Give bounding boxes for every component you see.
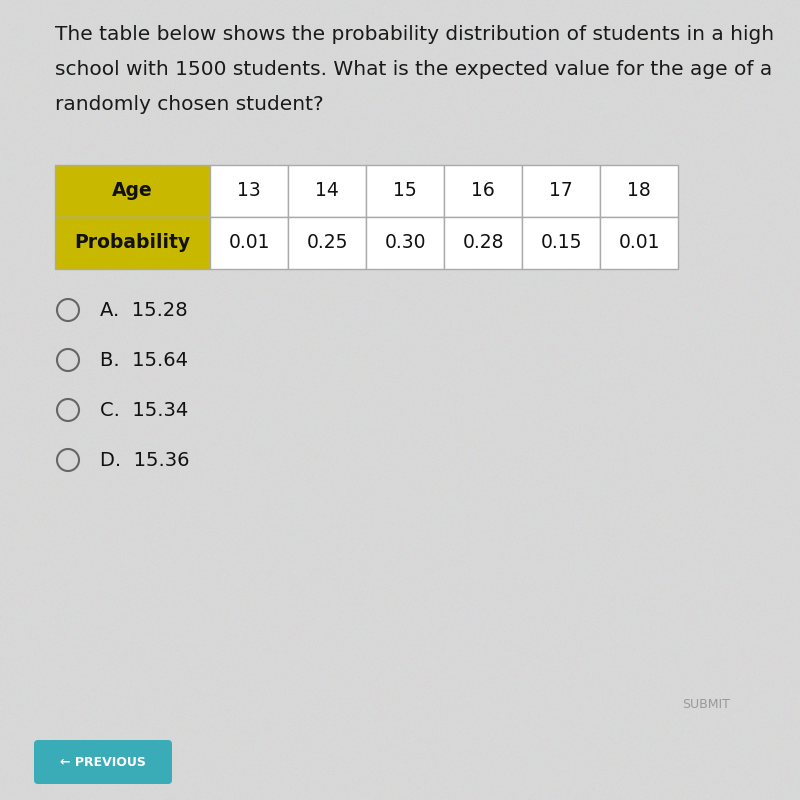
Bar	[288, 217, 366, 269]
Text: B.  15.64: B. 15.64	[100, 350, 188, 370]
Bar	[366, 165, 444, 217]
Text: 14: 14	[315, 182, 339, 201]
Text: 0.28: 0.28	[462, 234, 504, 253]
Text: 18: 18	[627, 182, 651, 201]
Text: school with 1500 students. What is the expected value for the age of a: school with 1500 students. What is the e…	[55, 60, 772, 79]
Bar	[444, 165, 522, 217]
Bar	[600, 165, 678, 217]
Text: 16: 16	[471, 182, 495, 201]
Text: 17: 17	[549, 182, 573, 201]
Bar	[288, 165, 366, 217]
Text: A.  15.28: A. 15.28	[100, 301, 188, 319]
Text: Probability: Probability	[74, 234, 190, 253]
Text: Age: Age	[112, 182, 153, 201]
Text: 0.25: 0.25	[306, 234, 348, 253]
Bar	[522, 217, 600, 269]
Text: SUBMIT: SUBMIT	[682, 698, 730, 711]
Text: 13: 13	[237, 182, 261, 201]
Text: 0.15: 0.15	[540, 234, 582, 253]
Text: C.  15.34: C. 15.34	[100, 401, 188, 419]
Text: D.  15.36: D. 15.36	[100, 450, 190, 470]
Bar	[210, 217, 288, 269]
Text: 15: 15	[393, 182, 417, 201]
Text: 0.01: 0.01	[228, 234, 270, 253]
Bar	[55, 165, 210, 217]
FancyBboxPatch shape	[34, 740, 172, 784]
Text: 0.01: 0.01	[618, 234, 660, 253]
Bar	[210, 165, 288, 217]
Bar	[444, 217, 522, 269]
Text: 0.30: 0.30	[384, 234, 426, 253]
Text: randomly chosen student?: randomly chosen student?	[55, 95, 324, 114]
Bar	[600, 217, 678, 269]
Bar	[522, 165, 600, 217]
Bar	[55, 217, 210, 269]
Text: The table below shows the probability distribution of students in a high: The table below shows the probability di…	[55, 25, 774, 44]
Text: ← PREVIOUS: ← PREVIOUS	[60, 755, 146, 769]
Bar	[366, 217, 444, 269]
